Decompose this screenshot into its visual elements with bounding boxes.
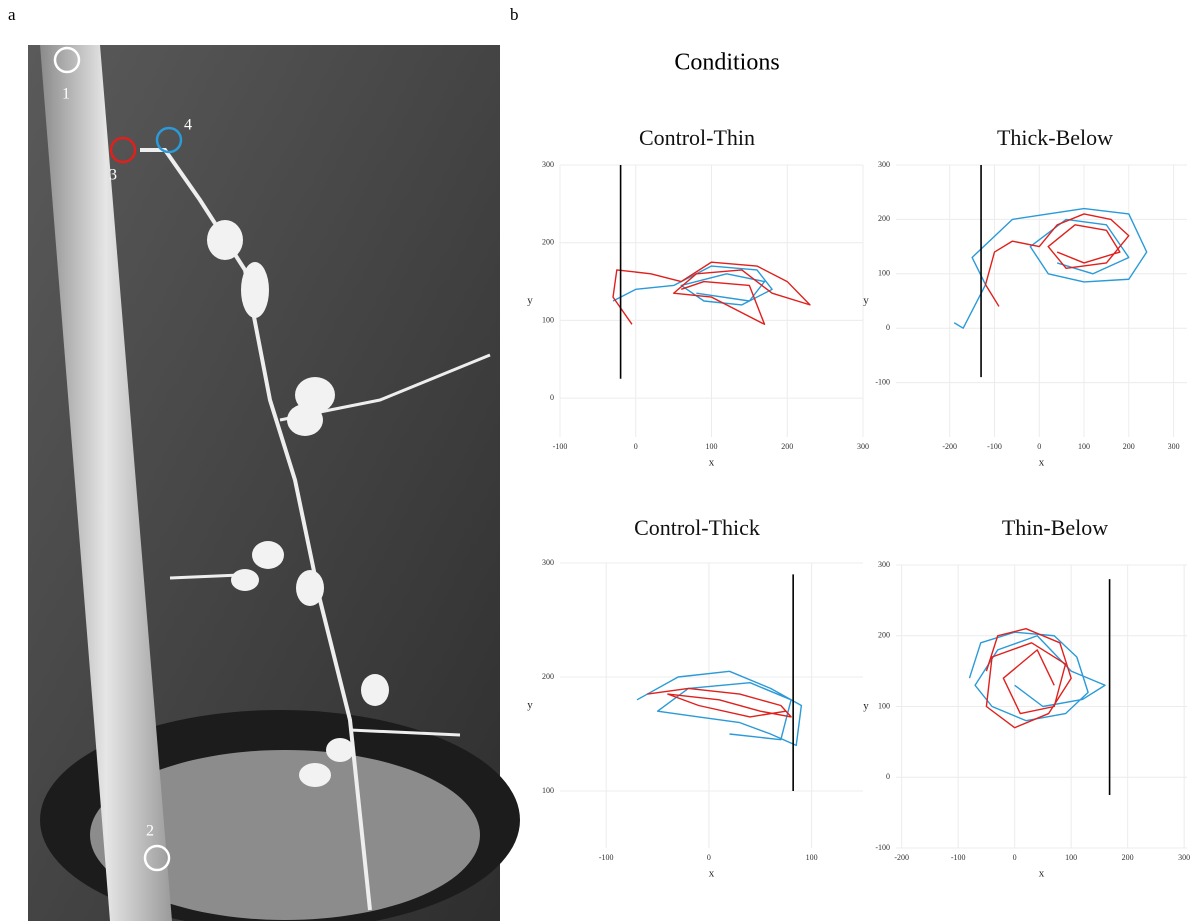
x-tick-label: 100 [806, 853, 818, 862]
x-tick-label: 300 [1178, 853, 1190, 862]
x-tick-label: 0 [707, 853, 711, 862]
trajectory [985, 627, 1072, 729]
x-tick-label: 0 [1013, 853, 1017, 862]
figure-title: Conditions [674, 50, 779, 76]
marker-label: 1 [62, 86, 70, 103]
trajectory [636, 670, 803, 747]
x-tick-label: 100 [706, 442, 718, 451]
marker-circle [155, 126, 183, 154]
chart-title: Thick-Below [997, 125, 1113, 150]
x-tick-label: 200 [781, 442, 793, 451]
x-tick-label: -200 [942, 442, 957, 451]
photo [28, 45, 520, 921]
y-tick-label: 200 [878, 214, 890, 223]
y-tick-label: 200 [878, 631, 890, 640]
y-axis-label: y [863, 700, 869, 712]
marker-circle [143, 844, 171, 872]
trajectory [984, 213, 1130, 307]
x-tick-label: -200 [894, 853, 909, 862]
y-tick-label: -100 [875, 843, 890, 852]
y-tick-label: 300 [878, 560, 890, 569]
x-tick-label: -100 [987, 442, 1002, 451]
marker-label: 4 [184, 117, 192, 134]
x-axis-label: x [709, 868, 715, 880]
x-tick-label: -100 [553, 442, 568, 451]
marker-label: 3 [109, 167, 117, 184]
y-tick-label: 200 [542, 238, 554, 247]
x-axis-label: x [1039, 457, 1045, 469]
y-tick-label: 300 [542, 558, 554, 567]
x-axis-label: x [1039, 868, 1045, 880]
x-tick-label: 0 [1037, 442, 1041, 451]
y-tick-label: 100 [542, 315, 554, 324]
chart-title: Control-Thin [639, 125, 755, 150]
trajectory [647, 687, 792, 718]
y-axis-label: y [863, 295, 869, 307]
trajectory [612, 261, 811, 326]
marker-circle [109, 136, 137, 164]
x-tick-label: -100 [599, 853, 614, 862]
y-tick-label: -100 [875, 377, 890, 386]
x-axis-label: x [709, 457, 715, 469]
y-tick-label: 300 [542, 160, 554, 169]
y-tick-label: 100 [542, 786, 554, 795]
x-tick-label: 300 [1168, 442, 1180, 451]
panel-label: b [510, 5, 519, 24]
trajectory [953, 207, 1148, 329]
y-tick-label: 200 [542, 672, 554, 681]
y-tick-label: 0 [550, 393, 554, 402]
y-tick-label: 100 [878, 269, 890, 278]
x-tick-label: 0 [634, 442, 638, 451]
marker-circle [53, 46, 81, 74]
y-axis-label: y [527, 295, 533, 307]
y-axis-label: y [527, 699, 533, 711]
y-tick-label: 0 [886, 772, 890, 781]
y-tick-label: 300 [878, 160, 890, 169]
x-tick-label: 100 [1065, 853, 1077, 862]
x-tick-label: 300 [857, 442, 869, 451]
chart-title: Control-Thick [634, 515, 760, 540]
x-tick-label: 200 [1122, 853, 1134, 862]
y-tick-label: 0 [886, 323, 890, 332]
chart-title: Thin-Below [1002, 515, 1108, 540]
trajectory [612, 265, 773, 306]
y-tick-label: 100 [878, 701, 890, 710]
x-tick-label: 200 [1123, 442, 1135, 451]
panel-label: a [8, 5, 16, 24]
x-tick-label: 100 [1078, 442, 1090, 451]
x-tick-label: -100 [951, 853, 966, 862]
marker-label: 2 [146, 823, 154, 840]
